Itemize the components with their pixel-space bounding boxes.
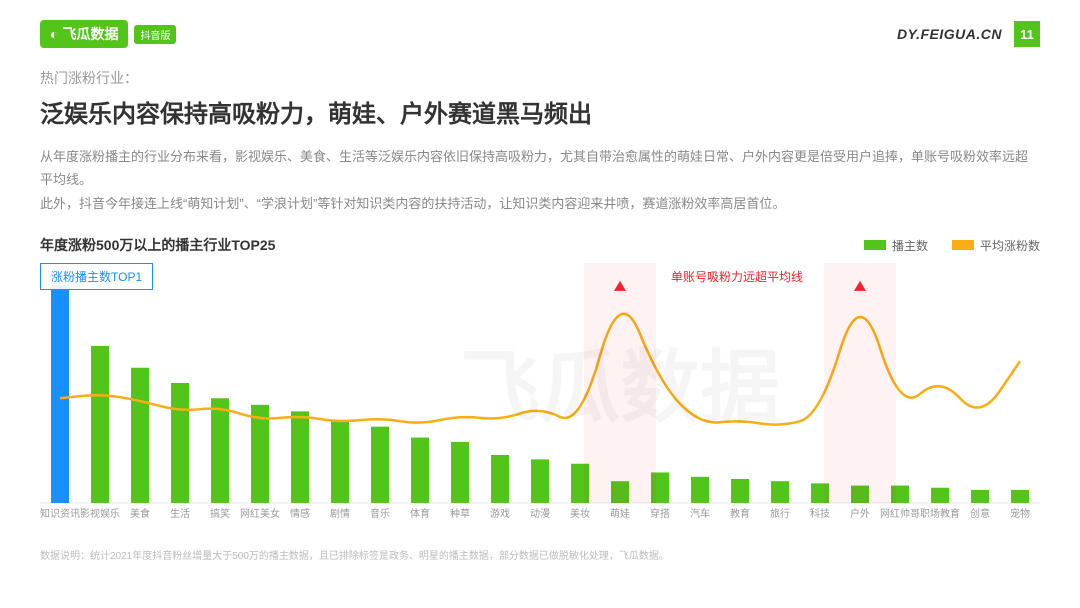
description: 从年度涨粉播主的行业分布来看，影视娱乐、美食、生活等泛娱乐内容依旧保持高吸粉力，… <box>40 145 1040 215</box>
logo-badge: ◐ 飞瓜数据 <box>40 20 128 48</box>
bar <box>171 383 189 503</box>
x-label: 游戏 <box>490 507 510 520</box>
bar <box>291 412 309 504</box>
highlight-band-2 <box>824 263 896 503</box>
bar <box>731 479 749 503</box>
x-label: 音乐 <box>370 507 390 520</box>
legend-bar-label: 播主数 <box>892 237 928 254</box>
bar <box>331 420 349 503</box>
x-label: 宠物 <box>1010 507 1030 520</box>
bar <box>371 427 389 503</box>
x-label: 萌娃 <box>610 507 630 520</box>
logo-icon: ◐ <box>50 26 58 42</box>
bar <box>451 442 469 503</box>
x-label: 剧情 <box>330 507 350 520</box>
x-label: 科技 <box>810 507 830 520</box>
x-label: 网红帅哥 <box>880 507 920 520</box>
chart-header: 年度涨粉500万以上的播主行业TOP25 播主数 平均涨粉数 <box>40 235 1040 255</box>
desc-line-1: 从年度涨粉播主的行业分布来看，影视娱乐、美食、生活等泛娱乐内容依旧保持高吸粉力，… <box>40 145 1040 192</box>
bar <box>91 346 109 503</box>
x-label: 生活 <box>170 507 190 520</box>
desc-line-2: 此外，抖音今年接连上线“萌知计划”、“学浪计划”等针对知识类内容的扶持活动，让知… <box>40 192 1040 215</box>
highlight-band-1 <box>584 263 656 503</box>
x-label: 影视娱乐 <box>80 507 120 520</box>
callout-top1: 涨粉播主数TOP1 <box>40 263 153 290</box>
x-label: 美妆 <box>570 507 590 520</box>
x-label: 体育 <box>410 507 430 520</box>
chart-area: 飞瓜数据 涨粉播主数TOP1 单账号吸粉力远超平均线 知识资讯影视娱乐美食生活搞… <box>40 263 1040 543</box>
page-container: ◐ 飞瓜数据 抖音版 DY.FEIGUA.CN 11 热门涨粉行业： 泛娱乐内容… <box>0 0 1080 582</box>
page-number: 11 <box>1014 21 1040 47</box>
bar <box>531 460 549 504</box>
x-label: 创意 <box>970 507 990 520</box>
x-label: 户外 <box>850 507 870 520</box>
x-label: 穿搭 <box>650 507 670 520</box>
x-label: 情感 <box>290 507 310 520</box>
legend-line-swatch <box>952 240 974 250</box>
bar <box>491 455 509 503</box>
section-subtitle: 热门涨粉行业： <box>40 68 1040 88</box>
header-right: DY.FEIGUA.CN 11 <box>897 21 1040 47</box>
x-label: 网红美女 <box>240 507 280 520</box>
logo-text: 飞瓜数据 <box>62 24 118 44</box>
bar <box>51 285 69 503</box>
x-label: 动漫 <box>530 508 550 520</box>
legend: 播主数 平均涨粉数 <box>864 237 1040 254</box>
bar <box>971 490 989 503</box>
bar <box>211 398 229 503</box>
bar <box>691 477 709 503</box>
legend-line: 平均涨粉数 <box>952 237 1040 254</box>
bar <box>771 481 789 503</box>
x-label: 美食 <box>130 507 150 520</box>
x-label: 知识资讯 <box>40 507 80 520</box>
header: ◐ 飞瓜数据 抖音版 DY.FEIGUA.CN 11 <box>40 20 1040 48</box>
callout-peak: 单账号吸粉力远超平均线 <box>660 263 814 290</box>
logo-group: ◐ 飞瓜数据 抖音版 <box>40 20 176 48</box>
legend-bar-swatch <box>864 240 886 250</box>
x-label: 汽车 <box>690 507 710 520</box>
x-label: 职场教育 <box>920 507 960 520</box>
x-label: 教育 <box>730 507 750 520</box>
chart-title: 年度涨粉500万以上的播主行业TOP25 <box>40 235 275 255</box>
footnote: 数据说明：统计2021年度抖音粉丝增量大于500万的播主数据，且已排除标签是政务… <box>40 547 1040 562</box>
legend-bar: 播主数 <box>864 237 928 254</box>
x-label: 旅行 <box>770 507 790 520</box>
bar <box>411 438 429 503</box>
legend-line-label: 平均涨粉数 <box>980 237 1040 254</box>
bar <box>1011 490 1029 503</box>
x-label: 种草 <box>450 507 470 520</box>
x-label: 搞笑 <box>210 507 230 520</box>
bar <box>931 488 949 503</box>
logo-sub-badge: 抖音版 <box>134 25 176 44</box>
section-title: 泛娱乐内容保持高吸粉力，萌娃、户外赛道黑马频出 <box>40 94 1040 129</box>
bar <box>131 368 149 503</box>
header-url: DY.FEIGUA.CN <box>897 26 1002 42</box>
